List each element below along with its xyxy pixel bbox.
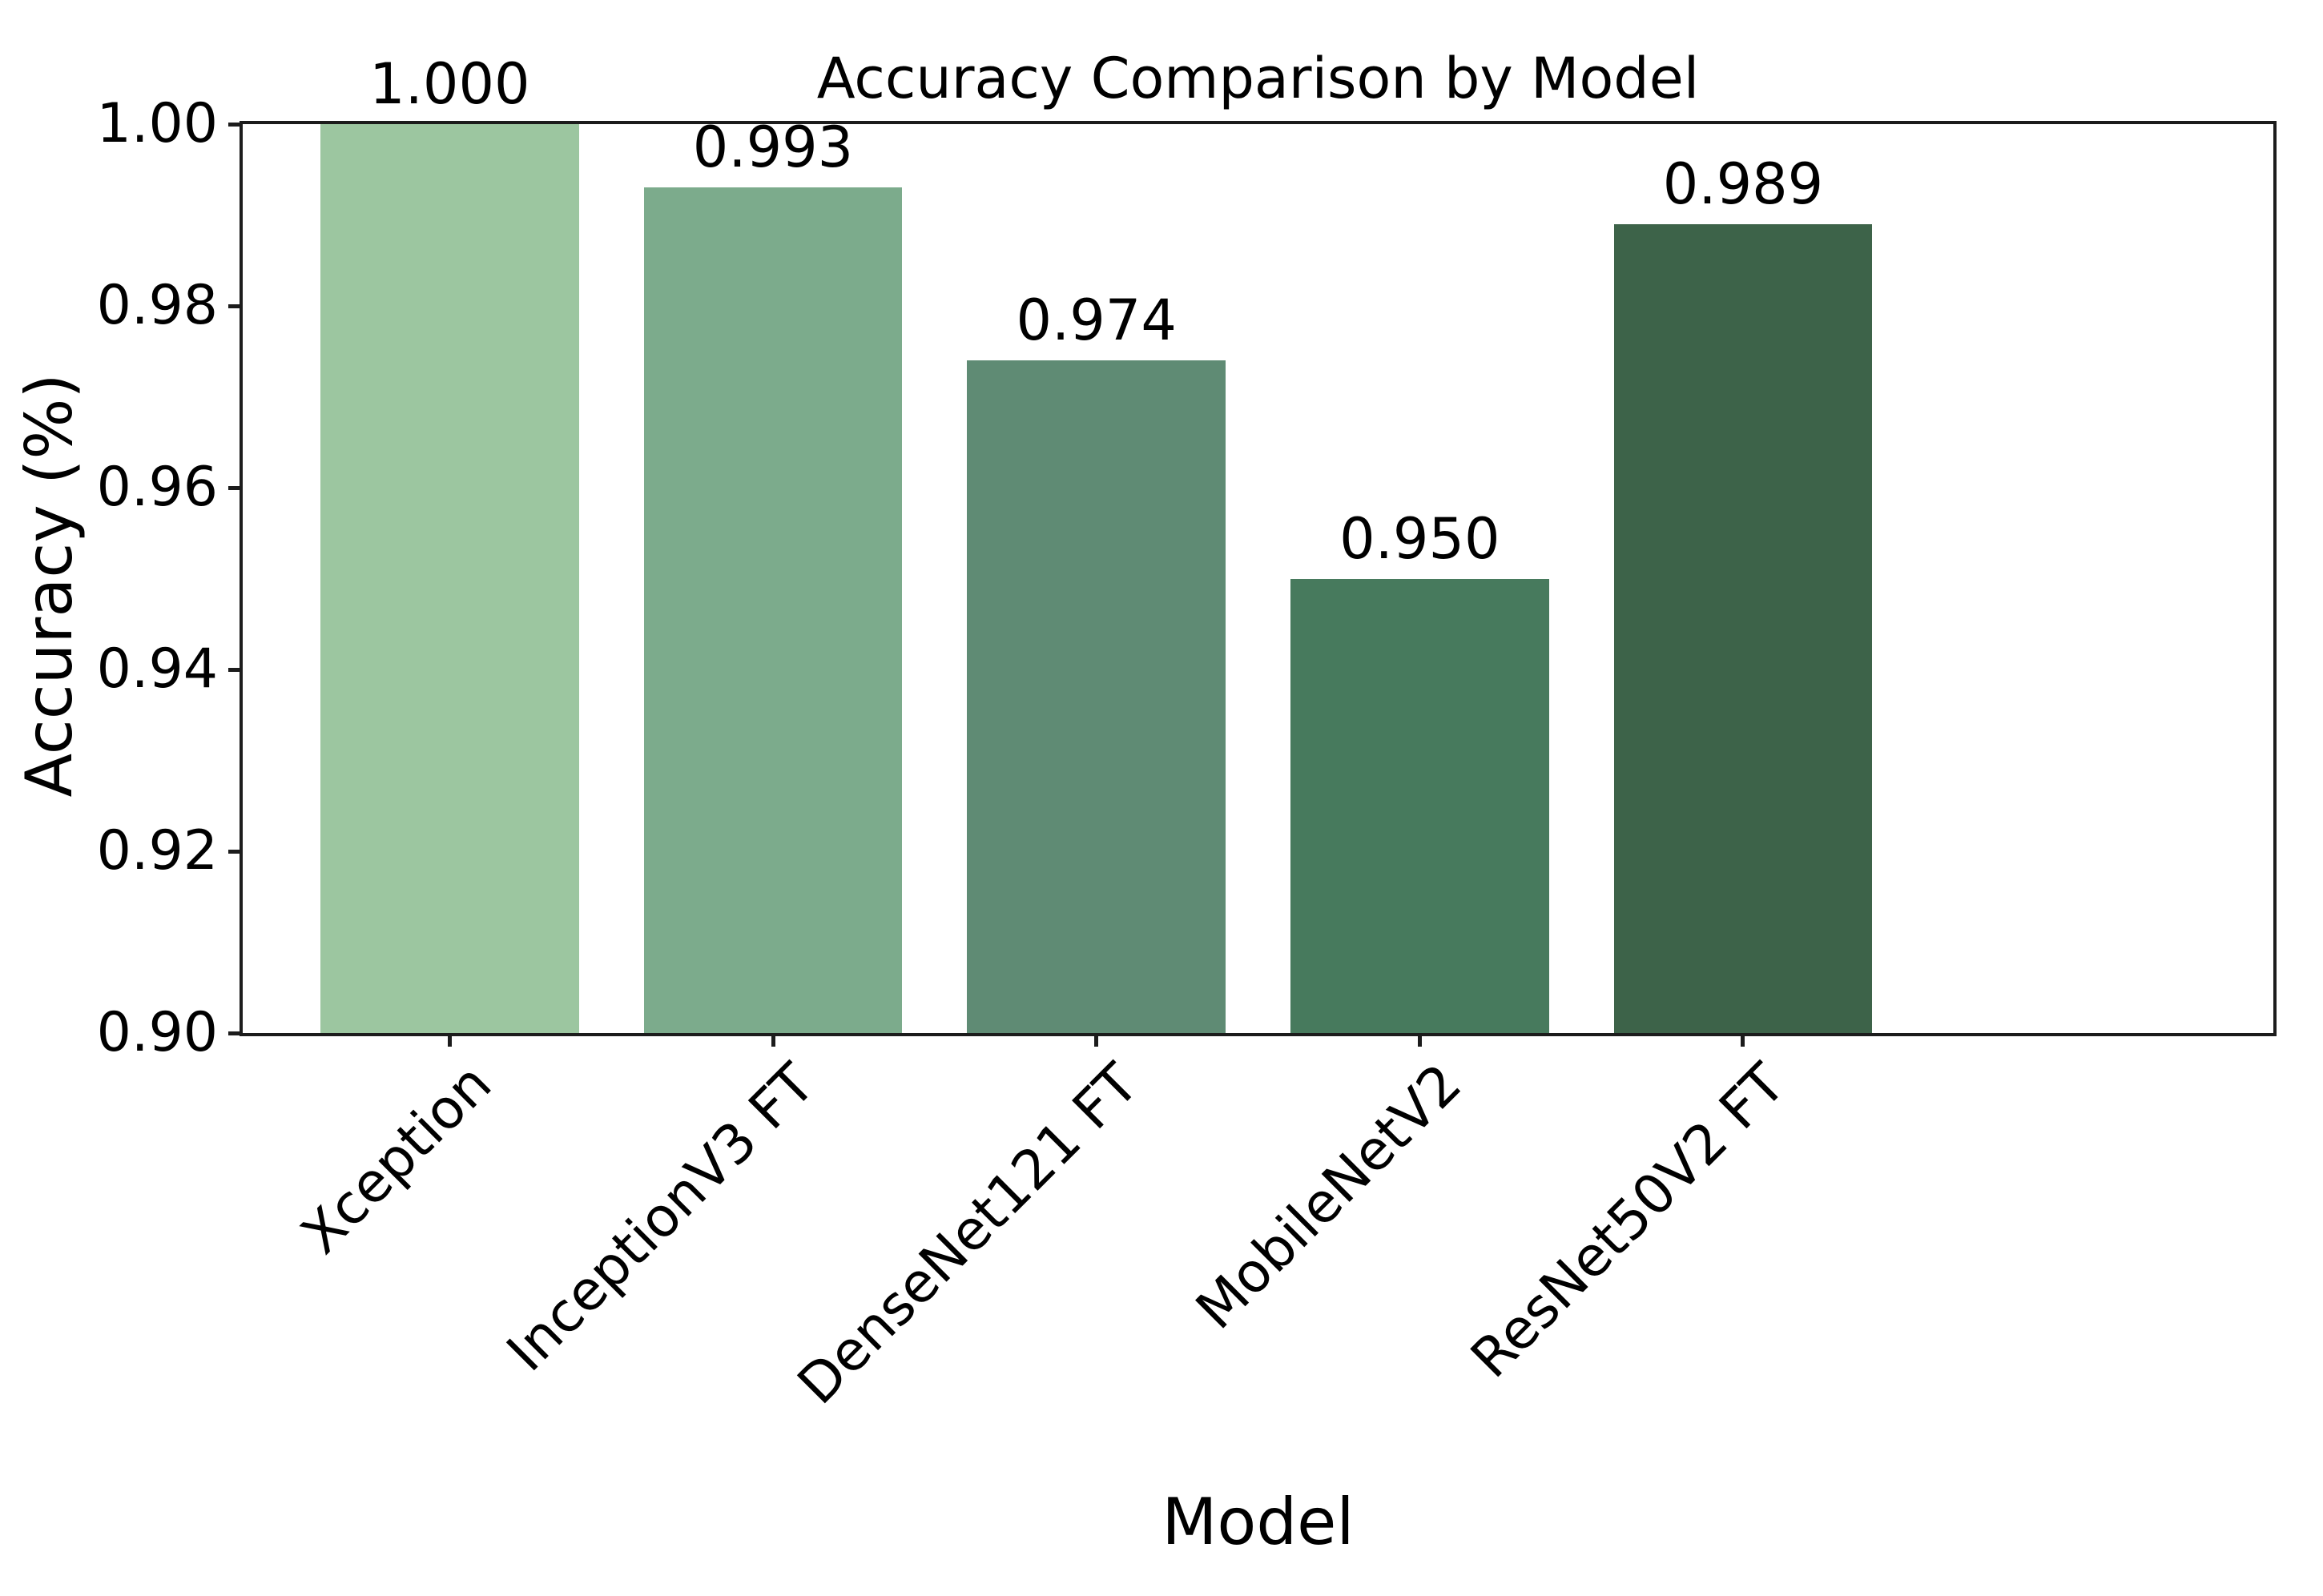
y-axis-label: Accuracy (%) bbox=[12, 373, 87, 798]
y-tick-mark bbox=[228, 122, 243, 127]
bar-value-label: 0.974 bbox=[1016, 287, 1177, 354]
bar-value-label: 1.000 bbox=[369, 51, 530, 117]
y-tick-mark bbox=[228, 485, 243, 490]
x-tick-mark bbox=[1417, 1033, 1422, 1047]
y-tick-label: 0.90 bbox=[96, 1001, 218, 1064]
y-tick-mark bbox=[228, 1031, 243, 1035]
x-tick-label-mobilenetv2: MobileNetV2 bbox=[1184, 1051, 1475, 1342]
bar-resnet50v2-ft bbox=[1613, 223, 1873, 1033]
x-tick-mark bbox=[1094, 1033, 1099, 1047]
bar-xception bbox=[320, 124, 579, 1033]
x-tick-label-resnet50v2-ft: ResNet50V2 FT bbox=[1459, 1051, 1798, 1391]
y-tick-mark bbox=[228, 304, 243, 308]
y-tick-label: 0.96 bbox=[96, 456, 218, 519]
x-tick-label-xception: Xception bbox=[289, 1051, 505, 1267]
x-tick-mark bbox=[447, 1033, 452, 1047]
bar-densenet121-ft bbox=[967, 360, 1226, 1033]
bar-inceptionv3-ft bbox=[643, 187, 903, 1033]
y-tick-label: 0.92 bbox=[96, 819, 218, 882]
y-tick-label: 0.94 bbox=[96, 637, 218, 701]
bar-value-label: 0.950 bbox=[1339, 505, 1500, 572]
chart-title: Accuracy Comparison by Model bbox=[816, 46, 1700, 111]
bar-value-label: 0.989 bbox=[1662, 151, 1824, 217]
bar-value-label: 0.993 bbox=[692, 115, 854, 181]
x-tick-label-densenet121-ft: DenseNet121 FT bbox=[786, 1051, 1151, 1417]
bar-mobilenetv2 bbox=[1290, 578, 1549, 1033]
y-tick-mark bbox=[228, 849, 243, 854]
x-tick-mark bbox=[771, 1033, 775, 1047]
x-axis-label: Model bbox=[1162, 1485, 1355, 1559]
plot-area bbox=[240, 121, 2277, 1036]
y-tick-label: 0.98 bbox=[96, 274, 218, 337]
y-tick-mark bbox=[228, 667, 243, 672]
x-tick-label-inceptionv3-ft: InceptionV3 FT bbox=[495, 1051, 827, 1385]
y-tick-label: 1.00 bbox=[96, 92, 218, 155]
x-tick-mark bbox=[1741, 1033, 1745, 1047]
